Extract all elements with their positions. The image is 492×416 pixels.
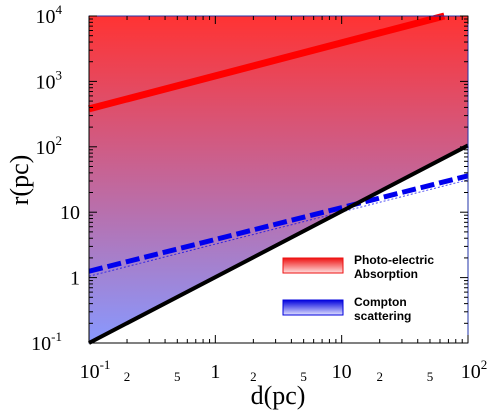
black-boundary-line	[88, 143, 469, 345]
legend-swatch-photoelectric	[282, 257, 344, 274]
legend-label: Absorption	[354, 267, 418, 281]
x-minor-tick-label: 5	[300, 369, 307, 384]
x-minor-tick-label: 5	[174, 369, 181, 384]
legend-label: Compton	[354, 295, 407, 309]
x-tick-label: 10	[332, 361, 352, 383]
legend-label: scattering	[354, 309, 411, 323]
x-minor-tick-label: 2	[376, 369, 383, 384]
compton-line	[88, 173, 469, 274]
y-axis-title: r(pc)	[5, 155, 34, 206]
x-tick-label: 1	[210, 361, 220, 383]
x-minor-tick-label: 2	[250, 369, 257, 384]
photoelectric-line	[88, 12, 446, 113]
x-tick-label: 10-1	[80, 357, 111, 383]
legend-label: Photo-electric	[354, 253, 434, 267]
y-tick-label: 102	[36, 133, 63, 159]
compton-line-shadow	[88, 179, 469, 277]
x-minor-tick-label: 5	[427, 369, 434, 384]
x-tick-label: 102	[461, 357, 488, 383]
x-minor-tick-label: 2	[124, 369, 131, 384]
legend-swatch-compton	[282, 299, 344, 316]
y-tick-label: 1	[70, 268, 80, 290]
y-tick-label: 10-1	[31, 329, 62, 355]
y-tick-label: 104	[36, 2, 63, 28]
x-axis-title: d(pc)	[251, 381, 306, 410]
y-tick-label: 103	[36, 67, 63, 93]
shaded-region	[89, 16, 468, 343]
y-tick-label: 10	[60, 202, 80, 224]
